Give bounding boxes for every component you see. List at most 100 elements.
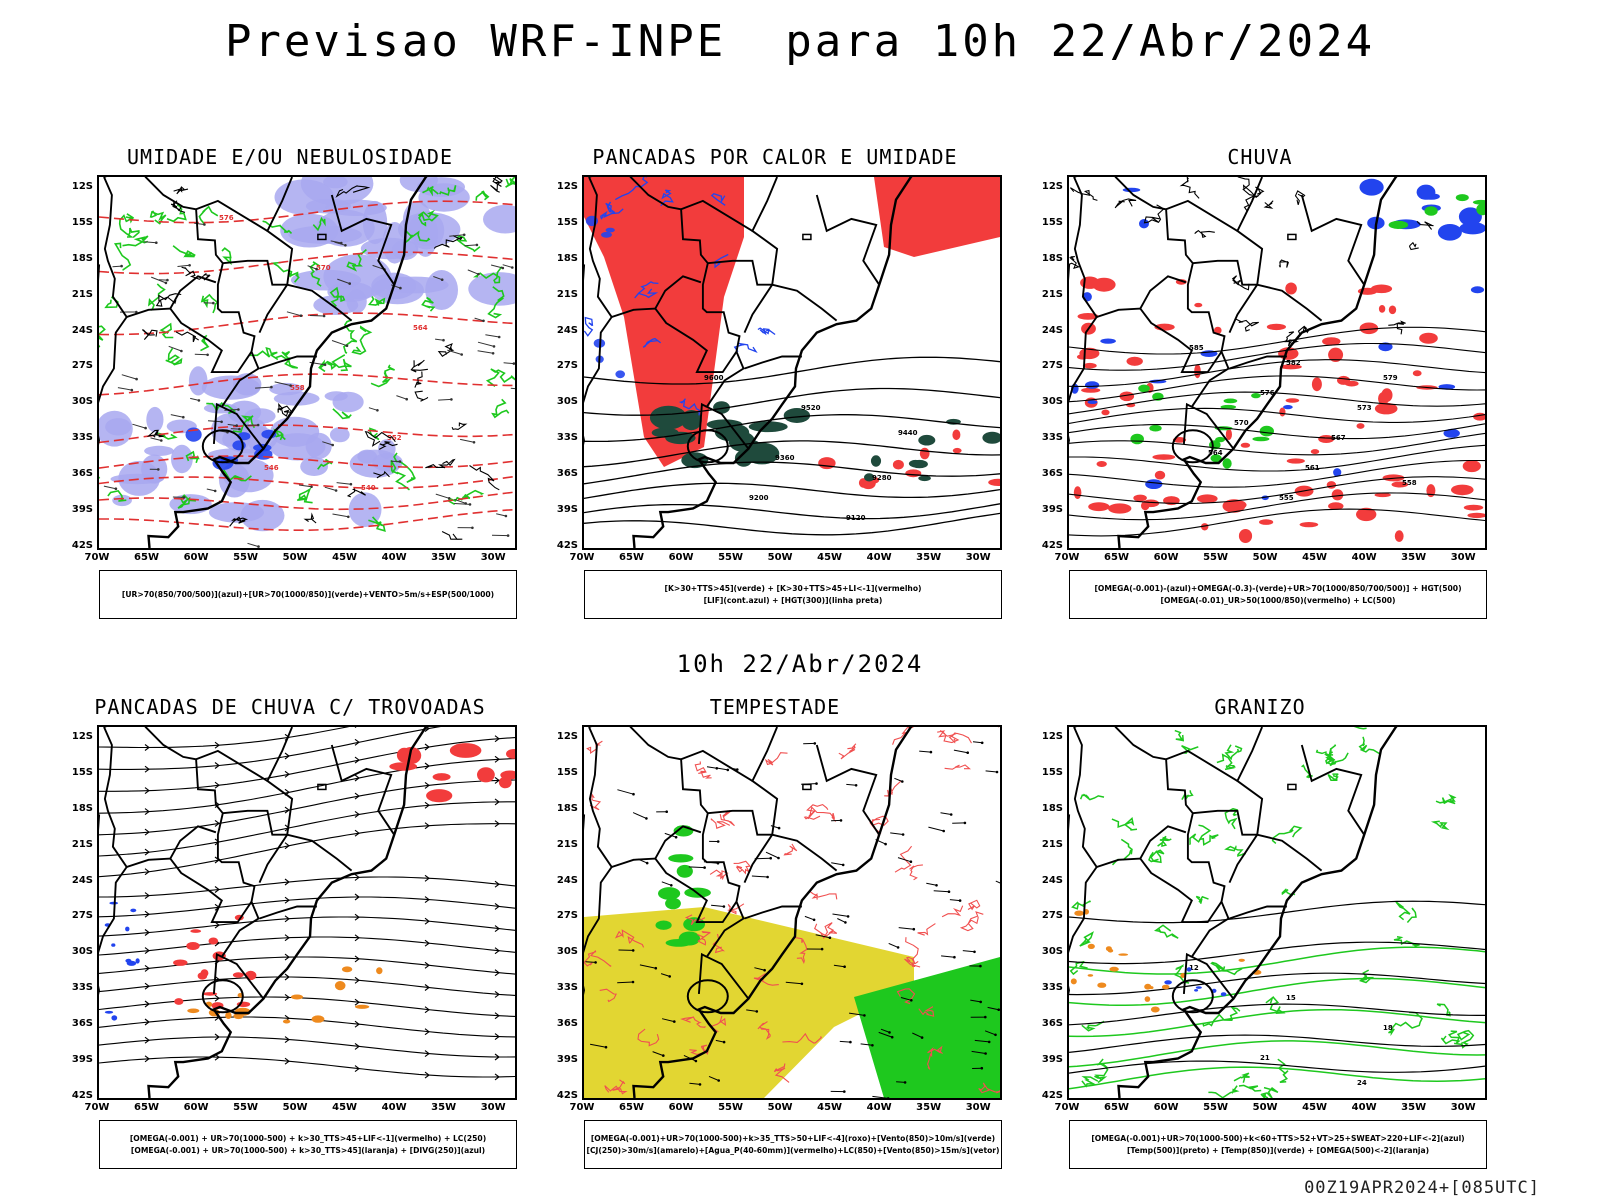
lon-label: 30W	[1450, 1102, 1476, 1113]
lat-label: 18S	[71, 802, 93, 814]
lat-label: 30S	[1041, 396, 1063, 408]
contour-label: 9440	[898, 429, 918, 437]
lon-label: 45W	[332, 552, 358, 563]
lon-label: 70W	[569, 552, 595, 563]
lat-label: 24S	[71, 874, 93, 886]
lat-label: 24S	[1041, 324, 1063, 336]
contour-label: 570	[1234, 419, 1249, 427]
lat-label: 24S	[556, 874, 578, 886]
legend-line-1: [UR>70(850/700/500)](azul)+[UR>70(1000/8…	[121, 589, 495, 599]
contour-label: 9520	[801, 404, 821, 412]
map-canvas	[99, 727, 515, 1098]
lat-label: 36S	[1041, 468, 1063, 480]
lat-label: 15S	[1041, 766, 1063, 778]
map-canvas	[584, 727, 1000, 1098]
lat-label: 36S	[1041, 1018, 1063, 1030]
map-canvas: 576 570 564 558 552 546 540	[99, 177, 515, 548]
lon-label: 55W	[718, 1102, 744, 1113]
contour-label: 573	[1357, 404, 1372, 412]
contour-label: 579	[1383, 374, 1398, 382]
contour-label: 570	[316, 264, 331, 272]
lat-label: 42S	[1041, 540, 1063, 551]
lon-label: 50W	[282, 552, 308, 563]
legend-line-2: [OMEGA(-0.01)_UR>50(1000/850)(vermelho) …	[1160, 595, 1396, 605]
lon-label: 55W	[718, 552, 744, 563]
lat-label: 39S	[1041, 1054, 1063, 1066]
panel-tempestade: TEMPESTADE [OMEGA(-0.001)+UR>70(1000-500…	[540, 695, 1010, 1185]
lat-label: 21S	[556, 288, 578, 300]
lat-label: 33S	[1041, 432, 1063, 444]
lat-label: 21S	[71, 838, 93, 850]
lon-label: 45W	[332, 1102, 358, 1113]
contour-label: 12	[1189, 964, 1199, 972]
lat-label: 36S	[556, 468, 578, 480]
contour-label: 9120	[846, 514, 866, 522]
lat-label: 15S	[71, 216, 93, 228]
contour-label: 555	[1279, 494, 1294, 502]
lat-label: 36S	[556, 1018, 578, 1030]
contour-label: 582	[1286, 359, 1301, 367]
lat-label: 18S	[1041, 252, 1063, 264]
lon-label: 35W	[1401, 552, 1427, 563]
lat-label: 12S	[1041, 180, 1063, 192]
lat-label: 18S	[71, 252, 93, 264]
panel-umidade: UMIDADE E/OU NEBULOSIDADE 576 570 564 558 55…	[55, 145, 525, 635]
lon-label: 35W	[431, 1102, 457, 1113]
lat-label: 33S	[556, 432, 578, 444]
legend-line-1: [OMEGA(-0.001)-(azul)+OMEGA(-0.3)-(verde…	[1094, 583, 1462, 593]
lon-label: 60W	[1153, 1102, 1179, 1113]
legend-box: [OMEGA(-0.001)+UR>70(1000-500)+k>35_TTS>…	[584, 1120, 1002, 1169]
panel-title: PANCADAS DE CHUVA C/ TROVOADAS	[94, 695, 486, 719]
lat-label: 24S	[556, 324, 578, 336]
map-canvas: 9600 9520 9440 9360 9280 9200 9120	[584, 177, 1000, 548]
lat-label: 21S	[71, 288, 93, 300]
lat-label: 42S	[71, 540, 93, 551]
legend-line-1: [K>30+TTS>45](verde) + [K>30+TTS>45+LI<-…	[664, 583, 922, 593]
lon-label: 30W	[480, 1102, 506, 1113]
contour-label: 9280	[872, 474, 892, 482]
lon-label: 60W	[1153, 552, 1179, 563]
legend-line-2: [Temp(500)](preto) + [Temp(850)](verde) …	[1126, 1145, 1430, 1155]
panel-title: GRANIZO	[1214, 695, 1306, 719]
lat-label: 24S	[1041, 874, 1063, 886]
lat-label: 30S	[556, 946, 578, 958]
lon-label: 65W	[619, 552, 644, 563]
lon-label: 50W	[767, 1102, 793, 1113]
lat-label: 21S	[1041, 288, 1063, 300]
lon-label: 50W	[767, 552, 793, 563]
lat-label: 18S	[1041, 802, 1063, 814]
lon-label: 60W	[183, 552, 209, 563]
contour-label: 564	[1208, 449, 1223, 457]
contour-label: 24	[1357, 1079, 1367, 1087]
lat-label: 24S	[71, 324, 93, 336]
lon-label: 40W	[381, 552, 407, 563]
lon-label: 70W	[1054, 552, 1080, 563]
contour-label: 552	[387, 434, 402, 442]
lat-label: 36S	[71, 468, 93, 480]
contour-label: 585	[1189, 344, 1204, 352]
panel-pancadas-calor: PANCADAS POR CALOR E UMIDADE 9600 9520 944…	[540, 145, 1010, 635]
legend-line-1: [OMEGA(-0.001)+UR>70(1000-500)+k<60+TTS>…	[1091, 1133, 1465, 1143]
lat-label: 27S	[1041, 910, 1063, 922]
lon-label: 65W	[1104, 552, 1129, 563]
legend-box: [OMEGA(-0.001) + UR>70(1000-500) + k>30_…	[99, 1120, 517, 1169]
lon-label: 40W	[866, 552, 892, 563]
lat-label: 21S	[1041, 838, 1063, 850]
lat-label: 12S	[71, 730, 93, 742]
lon-label: 30W	[965, 552, 991, 563]
lon-label: 35W	[431, 552, 457, 563]
contour-label: 567	[1331, 434, 1346, 442]
lon-label: 40W	[381, 1102, 407, 1113]
map-frame: 585 582 579 576 573 570 567 564 561 558 555	[1067, 175, 1487, 550]
lon-label: 60W	[183, 1102, 209, 1113]
lat-label: 15S	[556, 766, 578, 778]
panel-title: UMIDADE E/OU NEBULOSIDADE	[126, 145, 454, 169]
lon-label: 55W	[233, 552, 259, 563]
panel-title: CHUVA	[1227, 145, 1293, 169]
lat-label: 27S	[556, 910, 578, 922]
lat-label: 18S	[556, 252, 578, 264]
lat-label: 42S	[556, 1090, 578, 1101]
lat-label: 21S	[556, 838, 578, 850]
lon-label: 60W	[668, 1102, 694, 1113]
lat-label: 39S	[71, 504, 93, 516]
